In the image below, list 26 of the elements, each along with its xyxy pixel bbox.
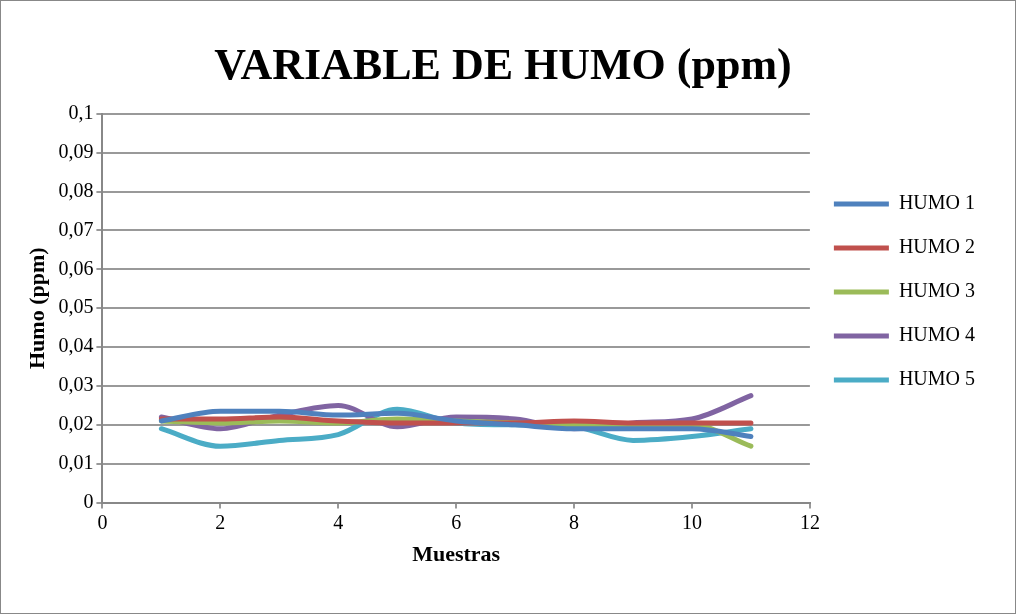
- x-tick-label: 2: [215, 510, 226, 533]
- y-tick-label: 0,03: [58, 373, 94, 396]
- y-tick-label: 0,04: [58, 334, 94, 357]
- y-tick-label: 0,01: [58, 450, 94, 473]
- legend-label: HUMO 4: [898, 323, 976, 346]
- legend-label: HUMO 5: [898, 367, 976, 390]
- y-tick-label: 0,02: [58, 412, 94, 435]
- y-tick-label: 0,09: [58, 139, 94, 162]
- y-tick-label: 0,1: [68, 101, 94, 124]
- y-tick-label: 0,08: [58, 178, 94, 201]
- x-tick-label: 12: [799, 510, 820, 533]
- x-tick-label: 0: [97, 510, 108, 533]
- legend-label: HUMO 3: [898, 279, 976, 302]
- y-tick-label: 0,05: [58, 295, 94, 318]
- y-tick-label: 0: [83, 489, 94, 512]
- x-tick-label: 10: [681, 510, 702, 533]
- y-tick-label: 0,06: [58, 256, 94, 279]
- y-axis-title: Humo (ppm): [23, 247, 49, 370]
- legend-label: HUMO 2: [898, 235, 976, 258]
- x-axis-title: Muestras: [412, 541, 501, 567]
- y-tick-label: 0,07: [58, 217, 94, 240]
- x-tick-label: 4: [333, 510, 344, 533]
- x-tick-label: 6: [451, 510, 462, 533]
- legend-label: HUMO 1: [898, 191, 976, 214]
- x-tick-label: 8: [569, 510, 580, 533]
- chart-title: VARIABLE DE HUMO (ppm): [214, 39, 792, 89]
